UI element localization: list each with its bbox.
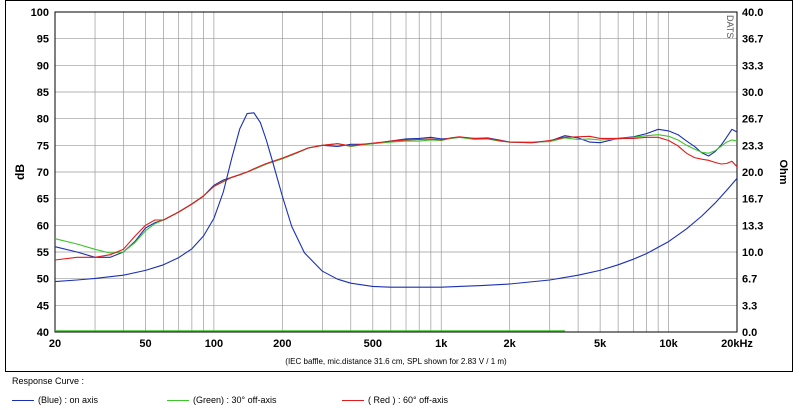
y-tick-label: 90 — [37, 60, 49, 72]
legend-item-green: (Green) : 30° off-axis — [167, 394, 276, 406]
y2-tick-label: 30.0 — [742, 87, 763, 99]
chart-caption: (IEC baffle, mic.distance 31.6 cm, SPL s… — [285, 357, 507, 366]
legend-label-red: ( Red ) : 60° off-axis — [368, 395, 448, 405]
watermark-text: DATS — [725, 15, 735, 38]
x-tick-label: 2k — [504, 338, 517, 350]
y2-tick-label: 20.0 — [742, 167, 763, 179]
series-line-3 — [54, 112, 738, 288]
x-tick-label: 500 — [364, 338, 382, 350]
legend-label-green: (Green) : 30° off-axis — [193, 395, 277, 405]
legend-swatch-blue — [12, 400, 34, 402]
legend-swatch-green — [167, 400, 189, 402]
y2-tick-label: 3.3 — [742, 301, 757, 313]
y-tick-label: 50 — [37, 274, 49, 286]
y2-tick-label: 0.0 — [742, 327, 757, 339]
y2-tick-label: 40.0 — [742, 7, 763, 19]
y-tick-label: 55 — [37, 247, 49, 259]
y2-tick-label: 26.7 — [742, 113, 763, 125]
legend-swatch-red — [342, 400, 364, 402]
x-tick-label: 200 — [273, 338, 291, 350]
legend-title: Response Curve : — [12, 376, 85, 386]
y-tick-label: 75 — [37, 140, 49, 152]
y-tick-label: 85 — [37, 87, 49, 99]
y-tick-label: 95 — [37, 34, 49, 46]
x-tick-label: 1k — [435, 338, 448, 350]
series-line-0 — [54, 128, 738, 258]
y2-tick-label: 6.7 — [742, 273, 757, 285]
y-tick-label: 65 — [37, 194, 49, 206]
y2-axis-label: Ohm — [777, 159, 789, 184]
x-tick-label: 20kHz — [721, 338, 753, 350]
x-tick-label: 100 — [205, 338, 223, 350]
series-group — [54, 112, 738, 332]
y-tick-label: 40 — [37, 327, 49, 339]
x-tick-label: 50 — [139, 338, 151, 350]
series-line-2 — [54, 135, 738, 261]
y2-tick-label: 36.7 — [742, 33, 763, 45]
y2-axis-ticks: 40.0 36.7 33.3 30.0 26.7 23.3 20.0 16.7 13.3 10.0… — [742, 7, 763, 339]
series-line-1 — [54, 134, 738, 254]
y2-tick-label: 33.3 — [742, 61, 763, 73]
y2-tick-label: 23.3 — [742, 141, 763, 153]
x-axis-ticks: 20 50 100 200 500 1k 2k 5k 10k 20kHz — [49, 338, 754, 350]
y-tick-label: 60 — [37, 220, 49, 232]
y-axis-ticks: 100 95 90 85 80 75 70 65 60 55 50 45 40 — [31, 7, 49, 339]
y-tick-label: 80 — [37, 114, 49, 126]
legend-item-blue: (Blue) : on axis — [12, 394, 98, 406]
chart-frame: 100 95 90 85 80 75 70 65 60 55 50 45 40 40.0 36.7 33.3… — [5, 0, 793, 372]
grid-major — [55, 38, 737, 306]
x-tick-label: 20 — [49, 338, 61, 350]
x-tick-label: 10k — [659, 338, 678, 350]
y-tick-label: 70 — [37, 167, 49, 179]
y-axis-label: dB — [13, 164, 27, 180]
frequency-response-chart: 100 95 90 85 80 75 70 65 60 55 50 45 40 40.0 36.7 33.3… — [13, 7, 789, 366]
legend-label-blue: (Blue) : on axis — [38, 395, 99, 405]
y-tick-label: 100 — [31, 7, 49, 19]
plot-area-border — [54, 11, 738, 333]
legend: Response Curve : (Blue) : on axis (Green… — [12, 376, 792, 408]
y-tick-label: 45 — [37, 300, 49, 312]
legend-item-red: ( Red ) : 60° off-axis — [342, 394, 448, 406]
y2-tick-label: 16.7 — [742, 193, 763, 205]
y2-tick-label: 13.3 — [742, 221, 763, 233]
x-tick-label: 5k — [594, 338, 607, 350]
y2-tick-label: 10.0 — [742, 247, 763, 259]
